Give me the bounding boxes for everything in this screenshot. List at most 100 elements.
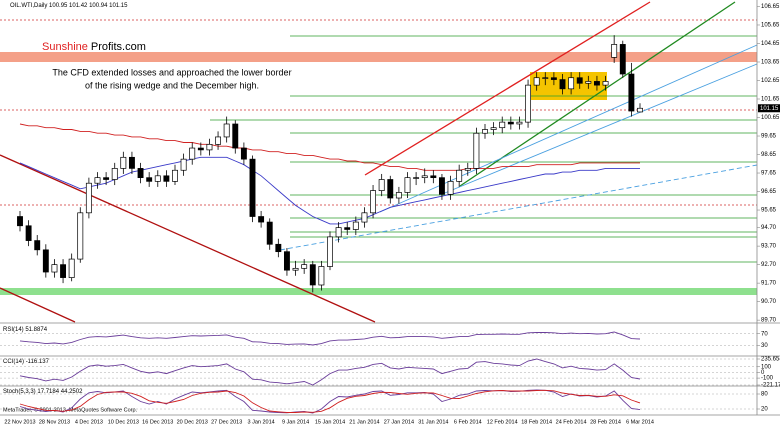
candle-body	[197, 147, 204, 151]
candle-body	[85, 182, 92, 214]
candle-body	[507, 121, 514, 125]
y-tick-label: 97.65	[761, 171, 777, 177]
candle-body	[60, 264, 67, 278]
fib-levels	[210, 35, 757, 263]
x-tick-label: 27 Dec 2013	[211, 419, 242, 425]
candle-body	[568, 77, 575, 90]
stoch-title: Stoch(5,3,3)	[3, 389, 36, 395]
moving-average	[19, 123, 640, 171]
candle-body	[318, 266, 325, 286]
candle-body	[266, 221, 273, 245]
candle-body	[223, 123, 230, 138]
candle-body	[137, 168, 144, 179]
candle-body	[438, 177, 445, 195]
candle-body	[447, 181, 454, 195]
indicator-line	[19, 389, 641, 413]
y-tick-label: 99.65	[761, 134, 777, 140]
stoch-header: Stoch(5,3,3) 17.7184 44.2502	[3, 389, 83, 395]
y-tick-label: 105.65	[761, 23, 780, 29]
candle-body	[473, 132, 480, 169]
y-tick-label: 95.65	[761, 208, 777, 214]
candle-body	[619, 44, 626, 75]
candle-body	[490, 127, 497, 130]
candle-body	[637, 107, 643, 113]
y-tick-label: 100.65	[761, 115, 780, 121]
x-tick-label: 6 Mar 2014	[626, 419, 654, 425]
rsi-last: 51.8874	[25, 327, 47, 333]
y-tick-label: 106.65	[761, 4, 780, 10]
candle-body	[456, 169, 463, 182]
candle-body	[559, 79, 566, 90]
candle-body	[404, 177, 411, 193]
y-tick-label: 100	[761, 364, 772, 370]
candle-body	[163, 175, 170, 182]
trend-line	[439, 63, 758, 196]
ohlc-close: 101.15	[109, 3, 128, 9]
candle-body	[413, 177, 420, 179]
y-tick-label: 0	[761, 370, 765, 376]
candle-body	[120, 156, 127, 169]
x-tick-label: 12 Feb 2014	[487, 419, 518, 425]
x-tick-label: 15 Jan 2014	[315, 419, 345, 425]
wedge-upper	[364, 1, 651, 176]
candle-body	[94, 177, 101, 184]
rsi-header: RSI(14) 51.8874	[3, 327, 48, 333]
candle-body	[421, 175, 428, 179]
x-tick-label: 6 Feb 2014	[454, 419, 482, 425]
panel-frames	[0, 0, 780, 416]
candle-body	[550, 77, 557, 80]
trend-line	[279, 164, 758, 251]
x-tick-label: 3 Jan 2014	[248, 419, 275, 425]
candle-body	[516, 121, 523, 125]
x-tick-label: 28 Feb 2014	[590, 419, 621, 425]
candle-body	[258, 216, 265, 223]
annotation: The CFD extended losses and approached t…	[52, 67, 291, 77]
x-tick-label: 20 Dec 2013	[177, 419, 208, 425]
candle-body	[240, 147, 247, 160]
candle-body	[17, 216, 23, 227]
x-tick-label: 9 Jan 2014	[282, 419, 309, 425]
wedge-lower	[459, 1, 736, 187]
candle-body	[68, 258, 75, 278]
ohlc-low: 100.94	[89, 3, 108, 9]
candle-body	[430, 175, 437, 179]
rsi-title: RSI(14)	[3, 327, 24, 333]
candle-body	[301, 264, 308, 269]
support-band	[0, 288, 757, 295]
candle-body	[611, 44, 618, 58]
y-tick-label: -221.174	[761, 383, 780, 389]
candle-body	[154, 175, 161, 182]
y-tick-label: 94.70	[761, 225, 777, 231]
candle-body	[215, 136, 222, 145]
candle-body	[361, 212, 368, 223]
candle-body	[283, 251, 290, 271]
y-tick-label: 80	[761, 392, 768, 398]
candle-body	[292, 267, 299, 271]
price-tag	[758, 104, 780, 113]
candle-body	[576, 77, 583, 84]
y-tick-label: 92.70	[761, 262, 777, 268]
x-tick-label: 18 Feb 2014	[521, 419, 552, 425]
logo-black: Profits.com	[91, 41, 146, 53]
x-tick-label: 27 Jan 2014	[384, 419, 414, 425]
x-tick-label: 16 Dec 2013	[142, 419, 173, 425]
y-tick-label: 93.70	[761, 244, 777, 250]
candle-body	[51, 264, 58, 273]
candle-body	[189, 147, 196, 160]
candle-body	[206, 143, 213, 151]
candle-body	[533, 77, 540, 86]
x-tick-label: 4 Dec 2013	[75, 419, 103, 425]
indicator-line	[19, 331, 641, 346]
y-tick-label: 103.65	[761, 60, 780, 66]
candle-body	[275, 243, 282, 253]
trend-line	[0, 287, 76, 323]
candle-body	[335, 227, 342, 238]
candle-body	[327, 236, 333, 267]
candle-body	[77, 212, 84, 260]
y-tick-label: 98.65	[761, 152, 777, 158]
candle-body	[482, 129, 488, 134]
x-tick-label: 28 Nov 2013	[39, 419, 70, 425]
y-tick-label: 89.70	[761, 318, 777, 324]
